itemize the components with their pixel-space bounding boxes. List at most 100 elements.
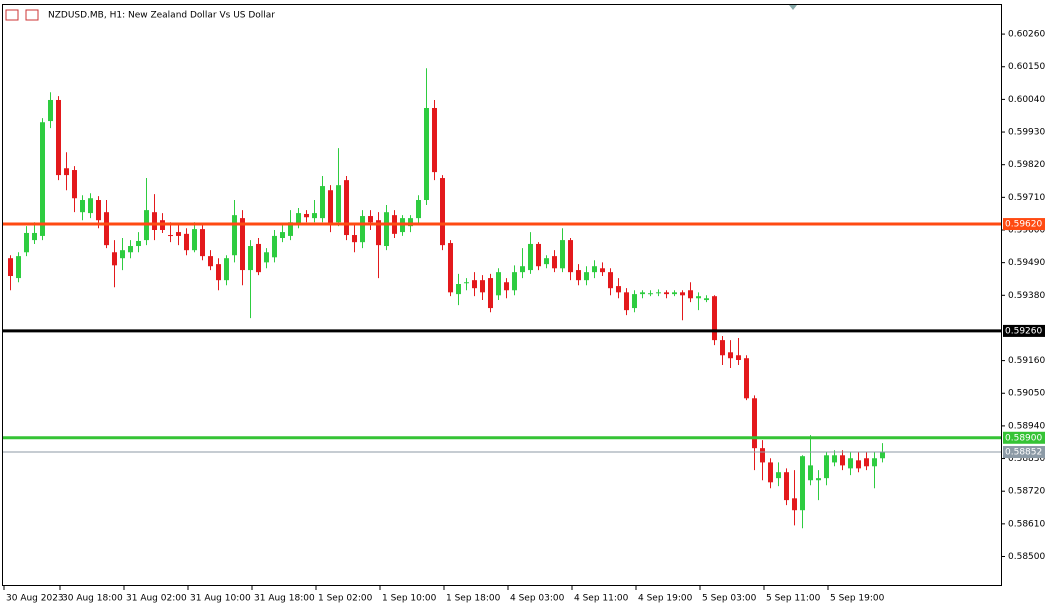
x-tick-label: 4 Sep 11:00 (574, 594, 629, 604)
candle-body (104, 212, 109, 246)
candle-body (80, 200, 85, 213)
candle-body (664, 292, 669, 295)
y-tick-label: 0.59050 (1008, 389, 1045, 399)
candle-body (24, 232, 29, 253)
candle-body (520, 266, 525, 273)
candle-body (536, 243, 541, 267)
candle-body (280, 232, 285, 239)
toolbar-icons (5, 9, 39, 21)
y-tick-label: 0.59710 (1008, 193, 1045, 203)
candle-body (864, 458, 869, 467)
level-label: 0.58852 (1005, 448, 1042, 458)
candle-body (184, 233, 189, 251)
candle-body (760, 448, 765, 463)
x-tick-label: 30 Aug 2023 (6, 594, 64, 604)
candle-body (304, 213, 309, 218)
candle-body (136, 240, 141, 247)
x-tick-label: 4 Sep 03:00 (510, 594, 565, 604)
y-tick-label: 0.58500 (1008, 552, 1045, 562)
candle-body (568, 240, 573, 273)
candle-body (336, 185, 341, 223)
candle-body (328, 190, 333, 226)
candle-body (264, 252, 269, 263)
candle-body (408, 218, 413, 227)
candle-body (56, 99, 61, 176)
y-tick-label: 0.58940 (1008, 421, 1045, 431)
candle-body (96, 200, 101, 221)
candle-body (672, 292, 677, 295)
candle-body (656, 292, 661, 294)
candle-body (32, 232, 37, 241)
candle-body (432, 107, 437, 173)
scroll-marker (789, 5, 797, 10)
y-tick-label: 0.59490 (1008, 258, 1045, 268)
candle-body (752, 398, 757, 449)
candle-body (872, 458, 877, 467)
candle-body (824, 455, 829, 479)
candle-body (120, 250, 125, 259)
x-tick-label: 30 Aug 18:00 (62, 594, 123, 604)
level-label: 0.59260 (1005, 326, 1042, 336)
candle-body (776, 472, 781, 479)
candle-body (792, 498, 797, 511)
y-tick-label: 0.59160 (1008, 356, 1045, 366)
x-tick-label: 4 Sep 19:00 (638, 594, 693, 604)
candle-body (680, 292, 685, 296)
candle-body (472, 280, 477, 289)
y-tick-label: 0.60150 (1008, 62, 1045, 72)
candle-body (384, 212, 389, 247)
candle-body (800, 456, 805, 511)
icon (5, 9, 19, 21)
candle-body (784, 472, 789, 501)
candle-body (168, 235, 173, 237)
candle-body (768, 462, 773, 483)
x-tick-label: 5 Sep 19:00 (830, 594, 885, 604)
candle-body (832, 455, 837, 463)
candle-body (624, 292, 629, 311)
candle-body (224, 258, 229, 281)
candle-body (600, 268, 605, 273)
candle-body (88, 198, 93, 214)
candle-body (344, 180, 349, 236)
candle-body (480, 280, 485, 293)
candle-body (880, 452, 885, 459)
candle-body (816, 478, 821, 481)
candle-body (528, 243, 533, 271)
x-tick-label: 1 Sep 18:00 (446, 594, 501, 604)
candle-body (560, 240, 565, 269)
candle-body (232, 215, 237, 256)
candle-body (688, 290, 693, 299)
candle-body (112, 252, 117, 266)
candle-body (840, 455, 845, 466)
candle-body (256, 243, 261, 273)
x-tick-label: 31 Aug 18:00 (254, 594, 315, 604)
level-label-box (1003, 446, 1045, 459)
candle-body (192, 229, 197, 251)
candle-body (544, 258, 549, 265)
candle-body (72, 170, 77, 199)
x-tick-label: 31 Aug 10:00 (190, 594, 251, 604)
candle-body (312, 213, 317, 219)
candle-body (712, 296, 717, 341)
candle-body (632, 294, 637, 309)
candle-body (808, 465, 813, 481)
candle-body (64, 168, 69, 176)
candle-body (464, 282, 469, 284)
y-tick-label: 0.60040 (1008, 95, 1045, 105)
candle-body (512, 272, 517, 291)
candle-body (616, 286, 621, 293)
candle-body (584, 272, 589, 281)
candle-body (696, 296, 701, 299)
candle-body (16, 256, 21, 279)
candle-body (448, 243, 453, 293)
candle-body (424, 107, 429, 201)
y-tick-label: 0.59380 (1008, 291, 1045, 301)
level-label: 0.58900 (1005, 433, 1042, 443)
level-label: 0.59620 (1005, 220, 1042, 230)
candle-body (856, 460, 861, 469)
candle-body (728, 352, 733, 359)
candle-body (248, 246, 253, 271)
chart-title: NZDUSD.MB, H1: New Zealand Dollar Vs US … (48, 11, 275, 21)
